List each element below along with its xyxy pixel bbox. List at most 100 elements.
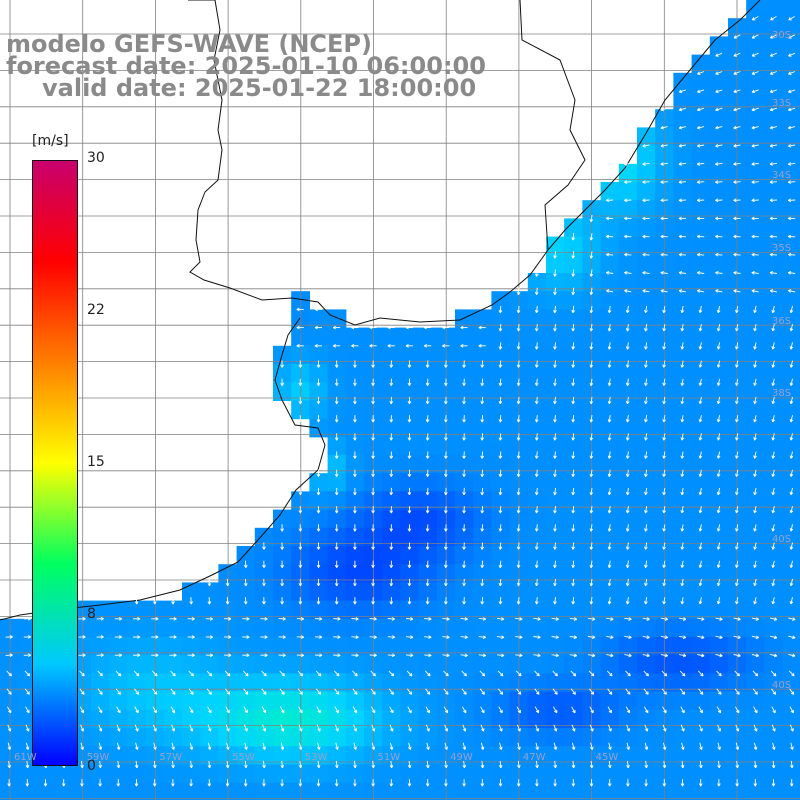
wind-cell: [746, 509, 765, 529]
wind-arrow: [698, 524, 703, 532]
wind-arrow: [735, 487, 739, 496]
wind-arrow: [516, 779, 521, 787]
wind-arrow: [262, 597, 266, 605]
wind-cell: [382, 382, 401, 401]
wind-cell: [728, 218, 747, 238]
wind-arrow: [152, 597, 157, 605]
wind-cell: [728, 291, 747, 310]
wind-arrow: [387, 635, 396, 639]
wind-cell: [382, 364, 401, 383]
wind-cell: [600, 309, 620, 329]
wind-cell: [546, 655, 565, 674]
wind-arrow: [316, 524, 321, 532]
wind-arrow: [662, 396, 666, 405]
wind-arrow: [660, 125, 668, 130]
wind-arrow: [715, 89, 723, 94]
wind-arrow: [371, 433, 375, 441]
wind-cell: [546, 382, 565, 401]
wind-cell: [746, 728, 765, 747]
wind-cell: [400, 491, 420, 511]
wind-arrow: [625, 578, 630, 587]
wind-cell: [182, 709, 201, 729]
wind-cell: [327, 746, 347, 765]
wind-arrow: [480, 415, 485, 423]
wind-cell: [309, 709, 329, 729]
wind-cell: [455, 473, 474, 492]
wind-arrow: [753, 378, 757, 386]
wind-cell: [254, 655, 274, 674]
wind-cell: [455, 600, 474, 620]
wind-arrow: [587, 635, 596, 640]
wind-cell: [109, 728, 128, 747]
wind-cell: [491, 764, 511, 784]
wind-cell: [673, 582, 693, 602]
wind-cell: [254, 746, 274, 765]
wind-cell: [546, 400, 565, 420]
wind-arrow: [716, 560, 721, 568]
wind-cell: [345, 509, 365, 529]
wind-cell: [637, 600, 656, 620]
wind-cell: [345, 691, 365, 711]
wind-cell: [728, 109, 747, 128]
wind-arrow: [678, 162, 687, 166]
wind-cell: [673, 364, 693, 383]
wind-cell: [473, 455, 492, 474]
wind-arrow: [660, 162, 668, 166]
wind-arrow: [425, 779, 430, 787]
wind-arrow: [260, 653, 268, 658]
wind-cell: [673, 127, 693, 147]
wind-arrow: [207, 706, 212, 714]
wind-cell: [455, 691, 474, 711]
wind-cell: [200, 764, 219, 784]
wind-cell: [546, 782, 565, 800]
wind-cell: [0, 691, 19, 711]
wind-arrow: [715, 198, 723, 203]
wind-cell: [764, 418, 784, 438]
wind-cell: [327, 527, 347, 547]
wind-cell: [200, 691, 219, 711]
wind-cell: [637, 509, 656, 529]
wind-arrow: [553, 706, 558, 714]
wind-arrow: [389, 542, 394, 550]
wind-arrow: [371, 597, 375, 605]
wind-cell: [345, 728, 365, 747]
wind-arrow: [625, 305, 630, 314]
wind-cell: [673, 782, 693, 800]
wind-arrow: [387, 344, 395, 348]
wind-cell: [728, 527, 747, 547]
wind-arrow: [407, 597, 412, 605]
wind-cell: [764, 655, 784, 674]
wind-cell: [691, 182, 711, 201]
wind-cell: [564, 218, 583, 238]
wind-cell: [691, 655, 711, 674]
wind-arrow: [371, 578, 375, 587]
wind-cell: [527, 728, 547, 747]
wind-cell: [782, 291, 800, 310]
wind-arrow: [262, 724, 267, 732]
wind-cell: [637, 546, 656, 565]
wind-arrow: [753, 779, 758, 787]
wind-cell: [327, 400, 347, 420]
wind-arrow: [207, 724, 212, 732]
wind-arrow: [769, 52, 777, 57]
wind-arrow: [660, 635, 668, 640]
wind-cell: [91, 655, 110, 674]
wind-arrow: [462, 415, 466, 423]
wind-arrow: [771, 542, 776, 550]
wind-arrow: [425, 360, 430, 368]
wind-arrow: [243, 578, 248, 587]
wind-arrow: [425, 560, 430, 568]
wind-cell: [746, 582, 765, 602]
wind-arrow: [789, 360, 794, 368]
wind-cell: [673, 382, 693, 401]
wind-cell: [637, 400, 656, 420]
wind-cell: [527, 491, 547, 511]
wind-arrow: [733, 617, 741, 621]
wind-cell: [782, 309, 800, 329]
wind-cell: [746, 655, 765, 674]
wind-cell: [418, 436, 438, 456]
wind-arrow: [498, 742, 503, 750]
wind-arrow: [133, 635, 141, 639]
wind-cell: [273, 728, 292, 747]
wind-cell: [728, 54, 747, 74]
